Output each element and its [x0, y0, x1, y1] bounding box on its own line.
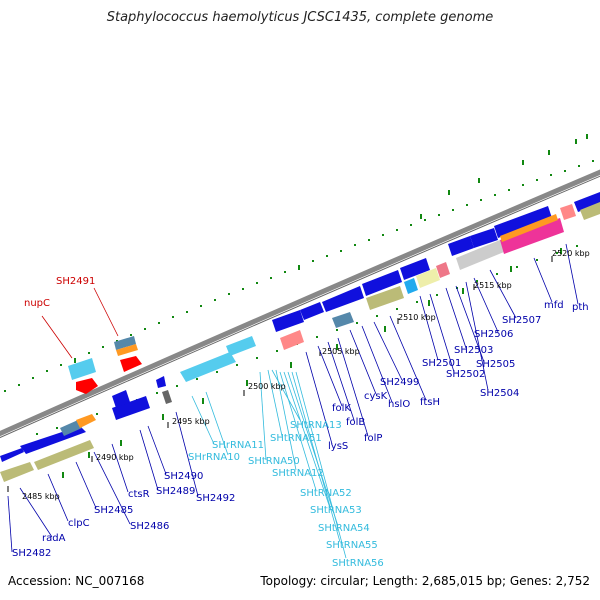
gene-label-sh2504: SH2504: [480, 388, 519, 399]
gene-block: [456, 240, 504, 270]
scale-labels: 2485 kbp 2490 kbp 2495 kbp 2500 kbp 2505…: [22, 249, 590, 501]
sh2491-gene-a: [114, 336, 136, 350]
gene-label-shrrna10: SHrRNA10: [188, 452, 240, 463]
gene-block: [322, 286, 364, 312]
gene-label-sh2502: SH2502: [446, 369, 485, 380]
gene-label-sh2506: SH2506: [474, 329, 513, 340]
scale-label-2495: 2495 kbp: [172, 417, 210, 426]
gene-block: [34, 440, 94, 470]
gene-block: [400, 258, 430, 280]
label-leaders: [7, 243, 579, 559]
gene-block: [0, 448, 24, 462]
highlighted-genes: [68, 336, 172, 404]
gene-block: [416, 268, 440, 288]
gene-labels-light: SHrRNA11 SHrRNA10 SHtRNA50 SHtRNA51 SHtR…: [188, 420, 384, 569]
gene-label-shtrna56: SHtRNA56: [332, 558, 384, 569]
gene-block: [500, 218, 564, 254]
gene-label-shtrna53: SHtRNA53: [310, 505, 362, 516]
gene-block: [470, 228, 498, 248]
gene-block: [112, 396, 150, 420]
gene-label-shrrna11: SHrRNA11: [212, 440, 264, 451]
gene-block: [332, 312, 354, 328]
gene-label-shtrna12: SHtRNA12: [272, 468, 324, 479]
forward-strand-genes: [0, 192, 600, 462]
gene-label-sh2489: SH2489: [156, 486, 195, 497]
gene-label-hslo: hslO: [388, 399, 410, 410]
scale-label-2515: 2515 kbp: [474, 281, 512, 290]
gene-block: [300, 302, 324, 320]
accession-text: Accession: NC_007168: [8, 574, 145, 588]
outer-dot-ring: [4, 134, 594, 392]
gene-block: [76, 414, 96, 428]
gene-label-ctsr: ctsR: [128, 489, 150, 500]
gene-block: [280, 330, 304, 350]
scale-label-2510: 2510 kbp: [398, 313, 436, 322]
gene-block: [180, 352, 236, 382]
gene-label-nupc: nupC: [24, 298, 50, 309]
gene-block: [436, 262, 450, 278]
sh2491-gene-b: [116, 344, 138, 356]
gene-label-sh2486: SH2486: [130, 521, 169, 532]
gene-block: [362, 270, 402, 296]
gene-label-sh2490: SH2490: [164, 471, 203, 482]
reverse-strand-genes: [0, 202, 600, 482]
gene-block: [0, 462, 34, 482]
gene-block: [366, 286, 404, 310]
gene-label-shtrna54: SHtRNA54: [318, 523, 370, 534]
gene-labels-dark: SH2482 radA clpC SH2485 SH2486 ctsR SH24…: [12, 300, 589, 559]
scale-label-2500: 2500 kbp: [248, 382, 286, 391]
gene-label-shtrna51: SHtRNA51: [270, 433, 322, 444]
gene-label-sh2507: SH2507: [502, 315, 541, 326]
gene-block: [60, 420, 82, 436]
gene-label-sh2492: SH2492: [196, 493, 235, 504]
gene-labels-red: SH2491 nupC: [24, 276, 95, 309]
gene-label-mfd: mfd: [544, 300, 564, 311]
gene-block: [574, 192, 600, 212]
gene-label-clpc: clpC: [68, 518, 90, 529]
gene-block: [404, 278, 418, 294]
gene-label-shtrna52: SHtRNA52: [300, 488, 352, 499]
genome-title: Staphylococcus haemolyticus JCSC1435, co…: [106, 10, 494, 25]
gene-label-sh2503: SH2503: [454, 345, 493, 356]
gene-block: [580, 202, 600, 220]
gene-label-rada: radA: [42, 533, 66, 544]
gene-label-cysk: cysK: [364, 391, 388, 402]
gene-block: [494, 206, 552, 238]
gene-label-sh2485: SH2485: [94, 505, 133, 516]
genome-backbone-inner: [0, 175, 600, 439]
sh2492-gene: [162, 390, 172, 404]
gene-label-lyss: lysS: [328, 441, 348, 452]
scale-label-2505: 2505 kbp: [322, 347, 360, 356]
gene-label-sh2505: SH2505: [476, 359, 515, 370]
gene-label-shtrna50: SHtRNA50: [248, 456, 300, 467]
gene-block: [500, 214, 558, 242]
nupc-gene: [76, 378, 98, 394]
gene-label-shtrna13: SHtRNA13: [290, 420, 342, 431]
gene-block: [560, 204, 576, 220]
sh2490-gene: [156, 376, 166, 388]
gene-block: [448, 236, 474, 256]
gene-label-folk: folK: [332, 403, 351, 414]
scale-label-2490: 2490 kbp: [96, 453, 134, 462]
gene-label-folb: folB: [346, 417, 365, 428]
gene-label-shtrna55: SHtRNA55: [326, 540, 378, 551]
scale-label-2520: 2520 kbp: [552, 249, 590, 258]
gene-label-pth: pth: [572, 302, 589, 313]
inner-dot-ring: [36, 245, 578, 478]
gene-label-folp: folP: [364, 433, 382, 444]
gene-block: [226, 336, 256, 356]
gene-label-sh2491: SH2491: [56, 276, 95, 287]
sh2491-gene: [120, 356, 142, 372]
gene-label-ftsh: ftsH: [420, 397, 440, 408]
gene-label-sh2499: SH2499: [380, 377, 419, 388]
nupc-gene-upper: [68, 358, 96, 380]
scale-label-2485: 2485 kbp: [22, 492, 60, 501]
gene-block: [112, 390, 130, 408]
gene-label-sh2501: SH2501: [422, 358, 461, 369]
genome-summary: Topology: circular; Length: 2,685,015 bp…: [260, 574, 590, 588]
gene-block: [272, 310, 304, 332]
genome-backbone: [0, 169, 600, 437]
gene-label-sh2482: SH2482: [12, 548, 51, 559]
